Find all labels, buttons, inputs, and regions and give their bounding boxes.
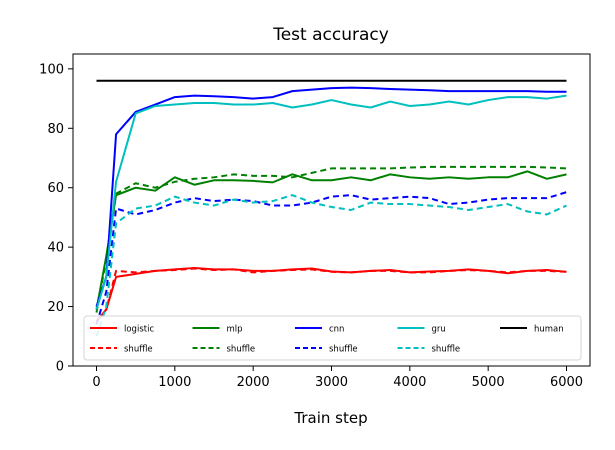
plot-area: [95, 79, 567, 337]
x-axis-label: Train step: [293, 409, 367, 427]
series-line-shuffle-1: [95, 267, 567, 323]
y-axis: 0 20 40 60 80 100: [39, 62, 73, 375]
x-tick-label: 6000: [550, 375, 583, 390]
series-line-mlp-2: [95, 170, 567, 310]
legend-label: mlp: [227, 325, 243, 335]
series-line-shuffle-5: [95, 191, 567, 325]
y-tick-label: 0: [56, 360, 64, 375]
y-tick-label: 40: [47, 241, 64, 256]
series-line-cnn-4: [95, 86, 567, 307]
x-tick-label: 0: [92, 375, 100, 390]
x-tick-label: 4000: [393, 375, 426, 390]
y-tick-label: 20: [47, 300, 64, 315]
series-line-shuffle-3: [95, 165, 567, 313]
x-tick-label: 5000: [472, 375, 505, 390]
legend-label: logistic: [124, 325, 154, 335]
legend-label: human: [534, 325, 564, 335]
x-axis: 0 1000 2000 3000 4000 5000 6000: [92, 366, 583, 390]
x-tick-label: 3000: [315, 375, 348, 390]
x-tick-label: 1000: [158, 375, 191, 390]
series-line-shuffle-7: [95, 194, 567, 337]
series-line-logistic-0: [95, 266, 567, 323]
legend: logistic shuffle mlp shuffle cnn shuffle gru sh…: [83, 315, 582, 361]
legend-label: shuffle: [124, 345, 153, 355]
series-line-gru-6: [95, 94, 567, 310]
y-tick-label: 80: [47, 122, 64, 137]
chart-title: Test accuracy: [272, 25, 389, 45]
x-tick-label: 2000: [237, 375, 270, 390]
y-tick-label: 100: [39, 62, 64, 77]
legend-label: gru: [432, 325, 446, 335]
y-tick-label: 60: [47, 181, 64, 196]
legend-label: cnn: [329, 325, 344, 335]
legend-label: shuffle: [329, 345, 358, 355]
legend-label: shuffle: [432, 345, 461, 355]
legend-label: shuffle: [227, 345, 256, 355]
